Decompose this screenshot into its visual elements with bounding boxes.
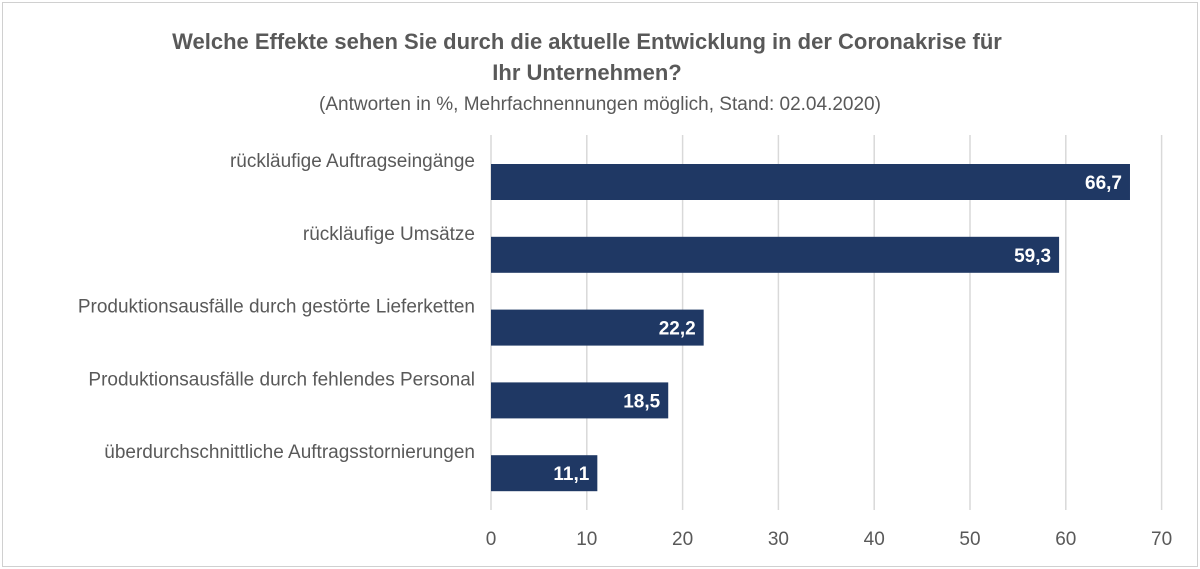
x-tick-label: 10 xyxy=(576,529,597,550)
bar xyxy=(491,164,1130,200)
category-label: Produktionsausfälle durch fehlendes Pers… xyxy=(88,369,475,390)
data-label: 11,1 xyxy=(553,464,589,485)
x-tick-label: 0 xyxy=(486,529,497,550)
x-tick-label: 30 xyxy=(768,529,789,550)
bar xyxy=(491,309,704,346)
category-label: rückläufige Umsätze xyxy=(303,224,475,245)
x-tick-label: 20 xyxy=(672,529,693,550)
chart-subtitle: (Antworten in %, Mehrfachnennungen mögli… xyxy=(319,94,881,115)
x-tick-label: 40 xyxy=(864,529,885,550)
category-label: überdurchschnittliche Auftragsstornierun… xyxy=(104,442,475,463)
x-tick-label: 50 xyxy=(959,529,980,550)
category-label: Produktionsausfälle durch gestörte Liefe… xyxy=(78,297,475,318)
bar xyxy=(491,455,598,492)
data-label: 18,5 xyxy=(623,391,660,412)
bar xyxy=(491,236,1060,273)
data-label: 66,7 xyxy=(1085,173,1122,194)
x-tick-label: 70 xyxy=(1151,529,1172,550)
chart-title-line-2: Ihr Unternehmen? xyxy=(492,60,681,85)
data-label: 22,2 xyxy=(659,319,696,340)
category-label: rückläufige Auftragseingänge xyxy=(230,151,475,172)
data-label: 59,3 xyxy=(1014,246,1051,267)
bar xyxy=(491,382,669,419)
x-tick-label: 60 xyxy=(1055,529,1076,550)
chart-title-line-1: Welche Effekte sehen Sie durch die aktue… xyxy=(172,29,1002,54)
